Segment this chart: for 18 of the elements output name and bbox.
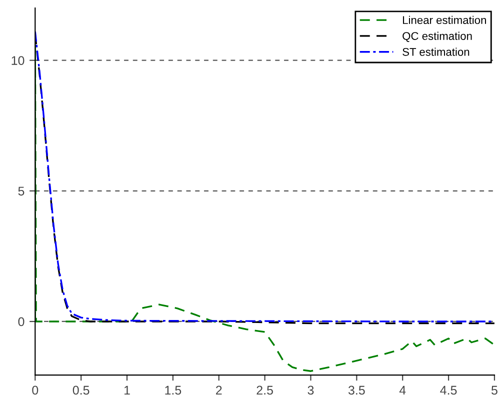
- x-tick-label: 1.5: [165, 386, 182, 395]
- x-tick-label: 3: [308, 386, 314, 395]
- legend-label: QC estimation: [402, 32, 472, 42]
- legend-label: Linear estimation: [402, 16, 486, 24]
- x-tick-label: 4.5: [440, 386, 457, 395]
- x-tick-label: 5: [491, 386, 498, 395]
- x-tick-label: 3.5: [348, 386, 365, 395]
- x-tick-label: 2: [216, 386, 222, 395]
- x-tick-label: 0: [32, 386, 38, 395]
- line-series: [35, 44, 494, 372]
- x-tick-label: 0.5: [72, 386, 90, 395]
- y-tick-label: 5: [18, 186, 24, 196]
- x-tick-label: 1: [124, 386, 130, 395]
- legend-label: ST estimation: [402, 48, 470, 56]
- y-tick-label: 10: [12, 56, 24, 65]
- x-tick-label: 2.5: [256, 386, 273, 395]
- x-tick-label: 4: [399, 386, 406, 395]
- y-tick-label: 0: [18, 317, 24, 326]
